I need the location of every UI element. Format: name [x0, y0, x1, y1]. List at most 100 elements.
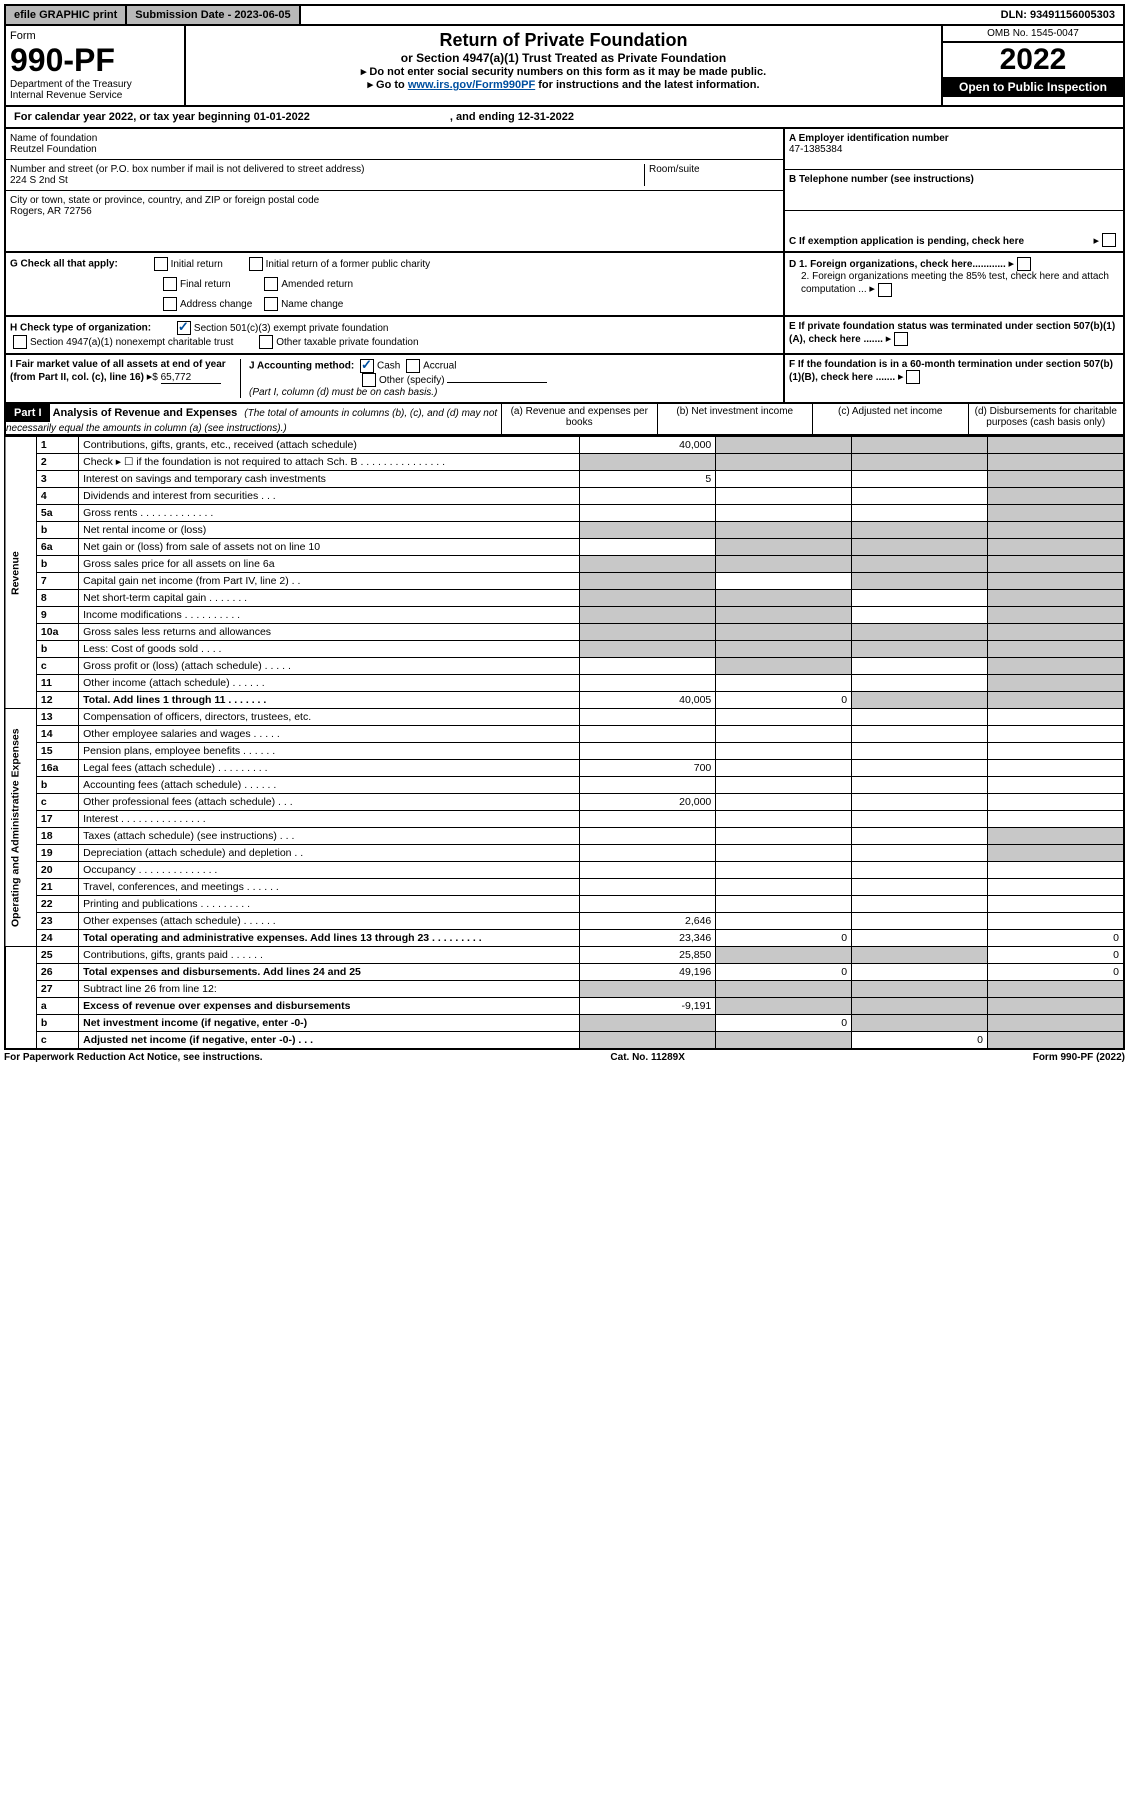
j-other-checkbox[interactable] — [362, 373, 376, 387]
foundation-name: Reutzel Foundation — [10, 144, 779, 155]
form-word: Form — [10, 30, 180, 42]
lineno: 8 — [36, 590, 78, 607]
submission-date: Submission Date - 2023-06-05 — [127, 6, 300, 24]
line-desc: Depreciation (attach schedule) and deple… — [79, 845, 580, 862]
lineno: a — [36, 998, 78, 1015]
amt-d: 0 — [988, 930, 1124, 947]
line-desc: Gross rents . . . . . . . . . . . . . — [79, 505, 580, 522]
j-accrual-checkbox[interactable] — [406, 359, 420, 373]
room-label: Room/suite — [649, 164, 779, 175]
instr-2a: ▸ Go to — [367, 79, 407, 91]
line-desc: Dividends and interest from securities .… — [79, 488, 580, 505]
page-footer: For Paperwork Reduction Act Notice, see … — [4, 1050, 1125, 1063]
calendar-year-row: For calendar year 2022, or tax year begi… — [4, 107, 1125, 129]
identity-block: Name of foundation Reutzel Foundation Nu… — [4, 129, 1125, 253]
c-checkbox[interactable] — [1102, 233, 1116, 247]
lineno: 9 — [36, 607, 78, 624]
lineno: 12 — [36, 692, 78, 709]
d1-label: D 1. Foreign organizations, check here..… — [789, 259, 1006, 270]
lineno: b — [36, 522, 78, 539]
form-subtitle: or Section 4947(a)(1) Trust Treated as P… — [190, 51, 937, 65]
name-label: Name of foundation — [10, 133, 779, 144]
g-o5: Address change — [180, 299, 252, 310]
part1-table: Revenue 1Contributions, gifts, grants, e… — [4, 436, 1125, 1050]
amt-a: 20,000 — [580, 794, 716, 811]
g-amended-checkbox[interactable] — [264, 277, 278, 291]
amt-b: 0 — [716, 1015, 852, 1032]
line-desc: Other expenses (attach schedule) . . . .… — [79, 913, 580, 930]
city-label: City or town, state or province, country… — [10, 195, 779, 206]
dept-treasury: Department of the Treasury — [10, 79, 180, 90]
amt-c: 0 — [852, 1032, 988, 1050]
line-desc: Occupancy . . . . . . . . . . . . . . — [79, 862, 580, 879]
arrow-icon: ▸ — [1093, 234, 1099, 247]
cal-end: , and ending 12-31-2022 — [450, 111, 574, 123]
omb-number: OMB No. 1545-0047 — [943, 26, 1123, 43]
h-row: H Check type of organization: Section 50… — [4, 317, 1125, 355]
amt-b: 0 — [716, 692, 852, 709]
c-label: C If exemption application is pending, c… — [789, 236, 1024, 247]
arrow-icon: ▸ — [147, 371, 153, 383]
line-desc: Taxes (attach schedule) (see instruction… — [79, 828, 580, 845]
dln: DLN: 93491156005303 — [993, 6, 1123, 24]
ein-value: 47-1385384 — [789, 144, 1119, 155]
lineno: 27 — [36, 981, 78, 998]
j-other-line — [447, 382, 547, 383]
lineno: 2 — [36, 454, 78, 471]
f-label: F If the foundation is in a 60-month ter… — [789, 359, 1113, 383]
h-label: H Check type of organization: — [10, 323, 151, 334]
d2-checkbox[interactable] — [878, 283, 892, 297]
revenue-label: Revenue — [5, 437, 36, 709]
line-desc: Total expenses and disbursements. Add li… — [79, 964, 580, 981]
h-501c3-checkbox[interactable] — [177, 321, 191, 335]
lineno: 13 — [36, 709, 78, 726]
irs: Internal Revenue Service — [10, 90, 180, 101]
line-desc: Accounting fees (attach schedule) . . . … — [79, 777, 580, 794]
line-desc: Net short-term capital gain . . . . . . … — [79, 590, 580, 607]
j-cash-checkbox[interactable] — [360, 359, 374, 373]
d1-checkbox[interactable] — [1017, 257, 1031, 271]
lineno: 26 — [36, 964, 78, 981]
j-cash: Cash — [377, 361, 400, 372]
line-desc: Income modifications . . . . . . . . . . — [79, 607, 580, 624]
g-o3: Final return — [180, 279, 231, 290]
lineno: 4 — [36, 488, 78, 505]
lineno: 21 — [36, 879, 78, 896]
g-address-change-checkbox[interactable] — [163, 297, 177, 311]
g-o1: Initial return — [171, 259, 223, 270]
lineno: 17 — [36, 811, 78, 828]
instr-2: ▸ Go to www.irs.gov/Form990PF for instru… — [190, 78, 937, 91]
line-desc: Contributions, gifts, grants paid . . . … — [79, 947, 580, 964]
g-h-row: G Check all that apply: Initial return I… — [4, 253, 1125, 317]
lineno: c — [36, 794, 78, 811]
efile-print-button[interactable]: efile GRAPHIC print — [6, 6, 127, 24]
line-desc: Compensation of officers, directors, tru… — [79, 709, 580, 726]
col-d-header: (d) Disbursements for charitable purpose… — [968, 404, 1124, 434]
lineno: 6a — [36, 539, 78, 556]
lineno: 10a — [36, 624, 78, 641]
g-initial-former-checkbox[interactable] — [249, 257, 263, 271]
e-label: E If private foundation status was termi… — [789, 321, 1115, 345]
footer-catno: Cat. No. 11289X — [610, 1052, 684, 1063]
part1-title: Analysis of Revenue and Expenses — [53, 407, 238, 419]
line-desc: Check ▸ ☐ if the foundation is not requi… — [79, 454, 580, 471]
line-desc: Adjusted net income (if negative, enter … — [79, 1032, 580, 1050]
col-c-header: (c) Adjusted net income — [812, 404, 968, 434]
g-name-change-checkbox[interactable] — [264, 297, 278, 311]
h-4947-checkbox[interactable] — [13, 335, 27, 349]
line-desc: Travel, conferences, and meetings . . . … — [79, 879, 580, 896]
amt-a: 2,646 — [580, 913, 716, 930]
amt-a: 40,000 — [580, 437, 716, 454]
line-desc: Pension plans, employee benefits . . . .… — [79, 743, 580, 760]
line-desc: Legal fees (attach schedule) . . . . . .… — [79, 760, 580, 777]
form-link[interactable]: www.irs.gov/Form990PF — [408, 79, 535, 91]
line-desc: Gross sales less returns and allowances — [79, 624, 580, 641]
g-final-return-checkbox[interactable] — [163, 277, 177, 291]
lineno: 22 — [36, 896, 78, 913]
h-other-taxable-checkbox[interactable] — [259, 335, 273, 349]
j-accrual: Accrual — [423, 361, 456, 372]
g-initial-return-checkbox[interactable] — [154, 257, 168, 271]
col-b-header: (b) Net investment income — [657, 404, 813, 434]
f-checkbox[interactable] — [906, 370, 920, 384]
e-checkbox[interactable] — [894, 332, 908, 346]
